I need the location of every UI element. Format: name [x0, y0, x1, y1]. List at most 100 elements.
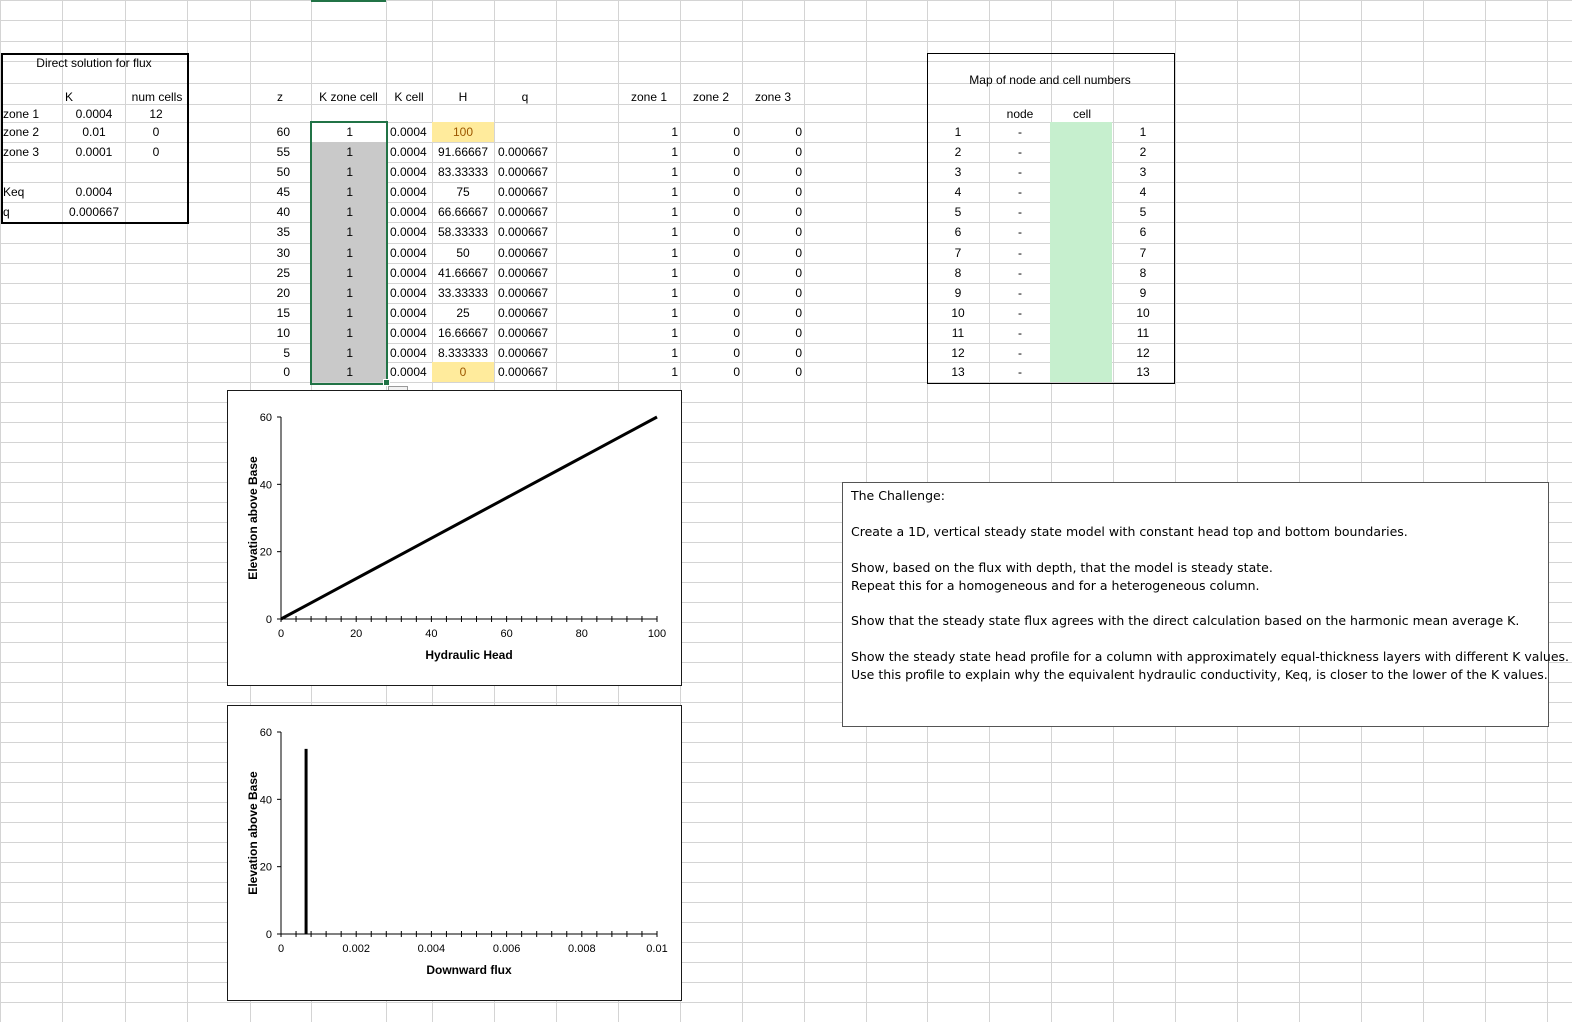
- table-cell-kzone[interactable]: 1: [346, 286, 353, 300]
- table-cell-q[interactable]: 0.000667: [498, 185, 549, 199]
- table-cell-kcell[interactable]: 0.0004: [390, 346, 427, 360]
- table-cell-q[interactable]: 0.000667: [498, 326, 549, 340]
- table-cell-z[interactable]: 5: [283, 346, 290, 360]
- table-cell-q[interactable]: 0.000667: [498, 205, 549, 219]
- map-cell-n[interactable]: 10: [951, 306, 965, 320]
- table-cell-z3[interactable]: 0: [795, 346, 802, 360]
- map-cell-c[interactable]: 1: [1139, 125, 1147, 139]
- challenge-textbox[interactable]: The Challenge: Create a 1D, vertical ste…: [842, 482, 1569, 727]
- table-cell-kcell[interactable]: 0.0004: [390, 266, 427, 280]
- map-cell-c[interactable]: 11: [1136, 326, 1150, 340]
- map-cell-d[interactable]: -: [1018, 326, 1022, 340]
- table-cell-h[interactable]: 66.66667: [437, 205, 489, 219]
- table-cell-kcell[interactable]: 0.0004: [390, 306, 427, 320]
- map-cell-c[interactable]: 6: [1139, 225, 1147, 239]
- table-cell-z1[interactable]: 1: [671, 326, 678, 340]
- map-cell-c[interactable]: 9: [1139, 286, 1147, 300]
- map-cell-c[interactable]: 3: [1139, 165, 1147, 179]
- map-cell-n[interactable]: 11: [951, 326, 965, 340]
- table-cell-kzone[interactable]: 1: [346, 246, 353, 260]
- table-cell-z1[interactable]: 1: [671, 346, 678, 360]
- table-cell-h[interactable]: 50: [456, 246, 470, 260]
- table-cell-z1[interactable]: 1: [671, 266, 678, 280]
- map-cell-c[interactable]: 12: [1136, 346, 1150, 360]
- map-cell-c[interactable]: 5: [1139, 205, 1147, 219]
- table-cell-z1[interactable]: 1: [671, 365, 678, 379]
- map-cell-d[interactable]: -: [1018, 165, 1022, 179]
- table-cell-kcell[interactable]: 0.0004: [390, 326, 427, 340]
- table-cell-q[interactable]: 0.000667: [498, 346, 549, 360]
- table-cell-z2[interactable]: 0: [733, 165, 740, 179]
- table-cell-kzone[interactable]: 1: [346, 205, 353, 219]
- table-cell-kzone[interactable]: 1: [346, 145, 353, 159]
- table-cell-z3[interactable]: 0: [795, 205, 802, 219]
- table-cell-z[interactable]: 10: [276, 326, 290, 340]
- head-chart[interactable]: 0 20 40 60 0 20 40 60 80 100 Hydraulic Head Elevati…: [227, 390, 682, 686]
- table-cell-z3[interactable]: 0: [795, 286, 802, 300]
- table-cell-q[interactable]: 0.000667: [498, 306, 549, 320]
- map-cell-d[interactable]: -: [1018, 205, 1022, 219]
- map-cell-n[interactable]: 4: [954, 185, 962, 199]
- table-cell-z[interactable]: 20: [276, 286, 290, 300]
- table-cell-z2[interactable]: 0: [733, 185, 740, 199]
- table-cell-z2[interactable]: 0: [733, 365, 740, 379]
- table-cell-z3[interactable]: 0: [795, 266, 802, 280]
- table-cell-q[interactable]: 0.000667: [498, 365, 549, 379]
- table-cell-kzone[interactable]: 1: [346, 326, 353, 340]
- map-cell-d[interactable]: -: [1018, 286, 1022, 300]
- table-cell-z3[interactable]: 0: [795, 165, 802, 179]
- table-cell-z1[interactable]: 1: [671, 225, 678, 239]
- table-cell-kzone[interactable]: 1: [346, 125, 353, 139]
- table-cell-kzone[interactable]: 1: [346, 365, 353, 379]
- table-cell-z[interactable]: 35: [276, 225, 290, 239]
- map-cell-c[interactable]: 2: [1139, 145, 1147, 159]
- map-cell-n[interactable]: 2: [954, 145, 962, 159]
- table-cell-z[interactable]: 55: [276, 145, 290, 159]
- map-cell-c[interactable]: 13: [1136, 365, 1150, 379]
- map-cell-n[interactable]: 6: [954, 225, 962, 239]
- table-cell-z2[interactable]: 0: [733, 306, 740, 320]
- map-cell-n[interactable]: 8: [954, 266, 962, 280]
- table-cell-z2[interactable]: 0: [733, 346, 740, 360]
- table-cell-kzone[interactable]: 1: [346, 165, 353, 179]
- table-cell-z1[interactable]: 1: [671, 306, 678, 320]
- flux-chart[interactable]: 0 20 40 60 0 0.002 0.004 0.006 0.008 0.01 Downward…: [227, 705, 682, 1001]
- table-cell-kcell[interactable]: 0.0004: [390, 225, 427, 239]
- table-cell-h[interactable]: 16.66667: [437, 326, 489, 340]
- map-cell-d[interactable]: -: [1018, 346, 1022, 360]
- table-cell-h[interactable]: 25: [456, 306, 470, 320]
- map-cell-d[interactable]: -: [1018, 225, 1022, 239]
- table-cell-z3[interactable]: 0: [795, 185, 802, 199]
- map-cell-d[interactable]: -: [1018, 185, 1022, 199]
- map-cell-n[interactable]: 5: [954, 205, 962, 219]
- table-cell-h[interactable]: 58.33333: [437, 225, 489, 239]
- table-cell-h[interactable]: 91.66667: [437, 145, 489, 159]
- table-cell-z1[interactable]: 1: [671, 286, 678, 300]
- table-cell-z3[interactable]: 0: [795, 326, 802, 340]
- table-cell-z1[interactable]: 1: [671, 246, 678, 260]
- table-cell-kcell[interactable]: 0.0004: [390, 365, 427, 379]
- table-cell-q[interactable]: 0.000667: [498, 165, 549, 179]
- table-cell-h[interactable]: 0: [459, 365, 467, 379]
- map-cell-d[interactable]: -: [1018, 145, 1022, 159]
- table-cell-kzone[interactable]: 1: [346, 225, 353, 239]
- table-cell-z1[interactable]: 1: [671, 165, 678, 179]
- map-cell-c[interactable]: 4: [1139, 185, 1147, 199]
- map-cell-n[interactable]: 13: [951, 365, 965, 379]
- table-cell-h[interactable]: 8.333333: [437, 346, 489, 360]
- table-cell-z1[interactable]: 1: [671, 145, 678, 159]
- table-cell-z[interactable]: 0: [283, 365, 290, 379]
- table-cell-z2[interactable]: 0: [733, 125, 740, 139]
- table-cell-z2[interactable]: 0: [733, 145, 740, 159]
- table-cell-z2[interactable]: 0: [733, 225, 740, 239]
- table-cell-z3[interactable]: 0: [795, 306, 802, 320]
- table-cell-kcell[interactable]: 0.0004: [390, 185, 427, 199]
- map-cell-d[interactable]: -: [1018, 246, 1022, 260]
- map-cell-c[interactable]: 10: [1136, 306, 1150, 320]
- table-cell-q[interactable]: 0.000667: [498, 225, 549, 239]
- fill-handle[interactable]: [383, 379, 390, 386]
- table-cell-q[interactable]: 0.000667: [498, 145, 549, 159]
- table-cell-z3[interactable]: 0: [795, 145, 802, 159]
- table-cell-kcell[interactable]: 0.0004: [390, 205, 427, 219]
- table-cell-z[interactable]: 60: [276, 125, 290, 139]
